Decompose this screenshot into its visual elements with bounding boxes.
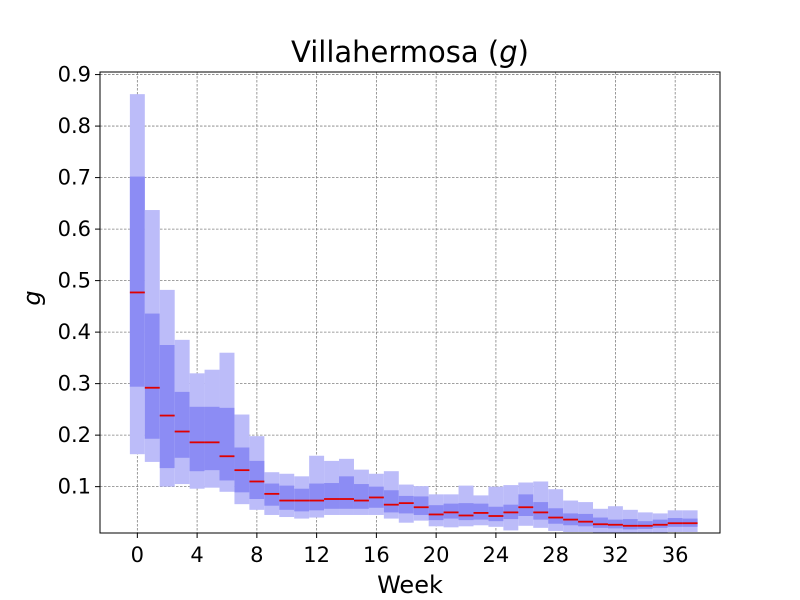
- y-tick-label: 0.4: [58, 320, 91, 344]
- chart-title-close: ): [518, 35, 529, 69]
- inner-interval-band: [249, 460, 265, 500]
- inner-interval-band: [398, 495, 414, 514]
- inner-interval-band: [428, 505, 444, 521]
- inner-interval-band: [353, 484, 369, 509]
- inner-interval-band: [578, 513, 594, 527]
- y-tick-label: 0.1: [58, 475, 91, 499]
- x-tick-label: 16: [363, 543, 390, 567]
- inner-interval-band: [652, 519, 668, 528]
- inner-interval-band: [219, 407, 235, 481]
- inner-interval-band: [622, 519, 638, 530]
- inner-interval-band: [593, 517, 608, 528]
- inner-interval-band: [189, 406, 205, 472]
- inner-interval-band: [159, 344, 175, 469]
- bands: [129, 94, 698, 533]
- x-tick-label: 20: [423, 543, 450, 567]
- inner-interval-band: [383, 490, 399, 513]
- x-tick-label: 8: [250, 543, 263, 567]
- inner-interval-band: [324, 483, 340, 509]
- inner-interval-band: [279, 485, 295, 510]
- y-tick-label: 0.2: [58, 423, 91, 447]
- ticks: 0 4 8 12 16 20 24 28 32 36 0.1 0.2 0.3 0.4 0.5 0.6 0.7 0.…: [58, 63, 689, 567]
- y-tick-label: 0.7: [58, 166, 91, 190]
- y-tick-label: 0.5: [58, 269, 91, 293]
- inner-interval-band: [533, 502, 549, 520]
- x-axis-label: Week: [377, 571, 443, 599]
- x-tick-label: 4: [190, 543, 203, 567]
- x-tick-label: 36: [662, 543, 689, 567]
- x-tick-label: 0: [131, 543, 144, 567]
- x-tick-label: 32: [602, 543, 629, 567]
- x-tick-label: 24: [483, 543, 510, 567]
- x-tick-label: 12: [303, 543, 330, 567]
- inner-interval-band: [309, 483, 325, 511]
- inner-interval-band: [443, 503, 459, 519]
- chart-title: Villahermosa (g): [291, 35, 529, 69]
- inner-interval-band: [488, 506, 504, 522]
- grid: [100, 72, 720, 533]
- inner-interval-band: [518, 494, 534, 517]
- outer-interval-band: [607, 506, 623, 533]
- inner-interval-band: [548, 508, 564, 524]
- y-axis-label: g: [18, 290, 46, 305]
- plot-frame: [99, 71, 721, 534]
- y-tick-label: 0.3: [58, 372, 91, 396]
- inner-interval-band: [458, 503, 474, 521]
- y-tick-label: 0.8: [58, 114, 91, 138]
- inner-interval-band: [413, 496, 429, 515]
- inner-interval-band: [174, 391, 190, 458]
- inner-interval-band: [204, 406, 220, 471]
- chart-title-main: Villahermosa (: [291, 35, 499, 69]
- inner-interval-band: [473, 503, 489, 520]
- medians: [129, 291, 698, 527]
- inner-interval-band: [339, 476, 354, 509]
- y-tick-label: 0.9: [58, 63, 91, 87]
- x-tick-label: 28: [542, 543, 569, 567]
- inner-interval-band: [129, 176, 145, 387]
- inner-interval-band: [144, 313, 160, 439]
- y-tick-label: 0.6: [58, 217, 91, 241]
- chart-title-variable: g: [499, 35, 517, 69]
